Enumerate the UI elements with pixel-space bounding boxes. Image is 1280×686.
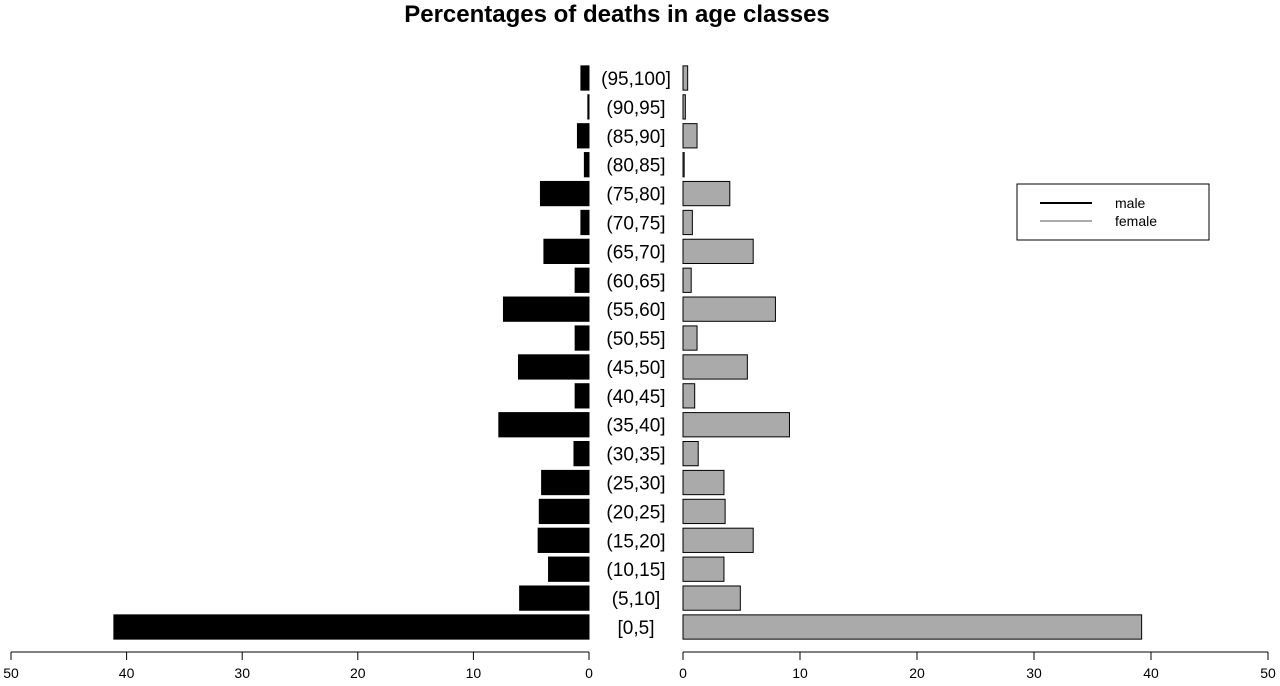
category-label: (15,20]: [606, 531, 665, 552]
tick-label: 50: [1260, 665, 1276, 681]
category-label: (95,100]: [601, 69, 671, 90]
male-bar: [113, 614, 590, 640]
legend-label-female: female: [1115, 213, 1157, 229]
female-bar: [682, 94, 686, 120]
category-label: (90,95]: [606, 98, 665, 119]
male-bar: [543, 238, 590, 265]
tick-label: 30: [1026, 665, 1042, 681]
category-label: (70,75]: [606, 213, 665, 234]
tick-label: 10: [466, 665, 482, 681]
female-bar: [682, 65, 689, 91]
category-label: (50,55]: [606, 329, 665, 350]
male-bar: [574, 267, 590, 293]
category-label: (35,40]: [606, 416, 665, 437]
female-bar: [682, 383, 696, 409]
male-bar: [574, 325, 590, 351]
female-bar: [682, 296, 776, 322]
female-bar: [682, 440, 699, 467]
category-label: (75,80]: [606, 185, 665, 206]
tick-label: 50: [3, 665, 19, 681]
female-bar: [682, 412, 790, 438]
male-bar: [537, 527, 590, 553]
legend: male female: [1016, 183, 1210, 241]
category-label: (20,25]: [606, 502, 665, 523]
tick-label: 30: [234, 665, 250, 681]
male-bars: [113, 65, 590, 640]
male-bar: [538, 498, 590, 525]
female-bar: [682, 556, 725, 582]
category-label: (80,85]: [606, 156, 665, 177]
female-bar: [682, 469, 725, 496]
male-bar: [576, 123, 590, 149]
category-label: (55,60]: [606, 300, 665, 321]
tick-label: 20: [350, 665, 366, 681]
female-bar: [682, 123, 698, 149]
male-bar: [548, 556, 590, 582]
male-bar: [502, 296, 590, 322]
legend-box: [1016, 183, 1210, 241]
chart-title: Percentages of deaths in age classes: [404, 1, 830, 28]
male-bar: [573, 440, 590, 467]
male-bar: [539, 180, 590, 207]
tick-label: 0: [679, 665, 687, 681]
female-bar: [682, 325, 698, 351]
tick-label: 20: [909, 665, 925, 681]
category-label: (30,35]: [606, 445, 665, 466]
right-x-axis: 0 10 20 30 40 50: [679, 651, 1276, 681]
tick-label: 40: [119, 665, 135, 681]
tick-label: 0: [585, 665, 593, 681]
female-bar: [682, 527, 754, 553]
male-bar: [580, 209, 590, 236]
left-x-axis: 0 10 20 30 40 50: [3, 651, 593, 681]
female-bar: [682, 498, 726, 525]
tick-label: 10: [792, 665, 808, 681]
male-bar: [587, 94, 590, 120]
category-label: (10,15]: [606, 560, 665, 581]
category-label: (45,50]: [606, 358, 665, 379]
male-bar: [519, 585, 590, 611]
female-bar: [682, 238, 754, 265]
category-label: [0,5]: [618, 618, 655, 639]
category-label: (60,65]: [606, 271, 665, 292]
female-bar: [682, 267, 692, 293]
category-label: (5,10]: [612, 589, 661, 610]
category-label: (85,90]: [606, 127, 665, 148]
category-labels: [0,5] (5,10] (10,15] (15,20] (20,25] (25,30] (…: [601, 69, 671, 639]
male-bar: [541, 469, 590, 496]
male-bar: [498, 412, 590, 438]
female-bar: [682, 209, 693, 236]
male-bar: [580, 65, 590, 91]
male-bar: [574, 383, 590, 409]
female-bar: [682, 354, 748, 380]
male-bar: [517, 354, 590, 380]
female-bar: [682, 152, 685, 178]
female-bar: [682, 180, 731, 207]
category-label: (25,30]: [606, 474, 665, 495]
category-label: (40,45]: [606, 387, 665, 408]
female-bar: [682, 585, 741, 611]
category-label: (65,70]: [606, 242, 665, 263]
female-bar: [682, 614, 1143, 640]
tick-label: 40: [1143, 665, 1159, 681]
male-bar: [583, 152, 590, 178]
female-bars: [682, 65, 1143, 640]
legend-label-male: male: [1115, 195, 1146, 211]
